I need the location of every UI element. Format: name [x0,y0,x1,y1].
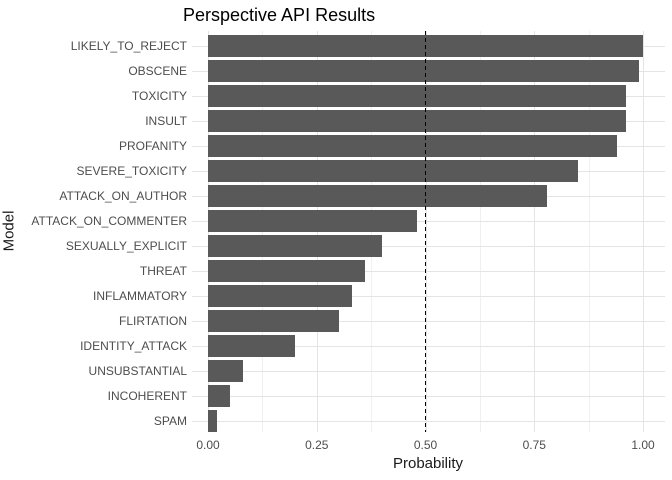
y-tick-label: PROFANITY [118,138,187,153]
gridline-horizontal [192,270,665,272]
gridline-minor [262,31,264,432]
bar-threat [208,259,365,282]
gridline-minor [371,31,373,432]
x-tick-label: 0.50 [413,438,438,452]
y-tick-label: SPAM [153,413,187,428]
gridline-horizontal [192,245,665,247]
reference-line [424,31,427,432]
gridline-horizontal [192,220,665,222]
plot-panel [192,31,665,432]
gridline-horizontal [192,370,665,372]
y-tick-label: THREAT [139,263,187,278]
y-tick-label: SEVERE_TOXICITY [76,163,187,178]
gridline-minor [479,31,481,432]
gridline-major [534,31,536,432]
gridline-major [643,31,644,432]
x-tick-label: 0.25 [305,438,329,452]
bar-flirtation [208,309,339,332]
y-tick-label: OBSCENE [128,63,187,78]
gridline-horizontal [192,320,665,322]
y-tick-label: ATTACK_ON_AUTHOR [59,188,187,203]
x-tick-label: 0.75 [522,438,546,452]
y-tick-label: LIKELY_TO_REJECT [70,38,187,53]
gridline-horizontal [192,295,665,297]
bar-spam [208,409,217,432]
bar-obscene [208,59,639,82]
bar-toxicity [208,84,626,107]
bar-sexually-explicit [208,234,382,257]
y-tick-label: INFLAMMATORY [92,288,187,303]
bar-inflammatory [208,284,352,307]
gridline-horizontal [192,420,665,422]
y-tick-label: FLIRTATION [118,313,187,328]
x-axis-title: Probability [392,455,464,472]
chart-title: Perspective API Results [183,5,376,25]
y-tick-label: SEXUALLY_EXPLICIT [65,238,187,253]
bar-identity-attack [208,334,295,357]
gridline-horizontal [192,345,665,347]
gridline-horizontal [192,395,665,397]
y-tick-label: TOXICITY [131,88,187,103]
bar-profanity [208,134,617,157]
y-tick-label: INSULT [145,113,187,128]
bar-severe-toxicity [208,159,578,182]
bar-attack-on-author [208,184,548,207]
y-tick-label: UNSUBSTANTIAL [88,363,187,378]
y-tick-label: IDENTITY_ATTACK [80,338,187,353]
bar-unsubstantial [208,359,243,382]
y-tick-label: INCOHERENT [107,388,187,403]
x-tick-label: 0.00 [196,438,220,452]
x-tick-label: 1.00 [631,438,655,452]
bar-insult [208,109,626,132]
gridline-major [208,31,209,432]
y-tick-label: ATTACK_ON_COMMENTER [31,213,187,228]
gridline-minor [588,31,590,432]
bar-incoherent [208,384,230,407]
bar-attack-on-commenter [208,209,417,232]
gridline-major [316,31,318,432]
